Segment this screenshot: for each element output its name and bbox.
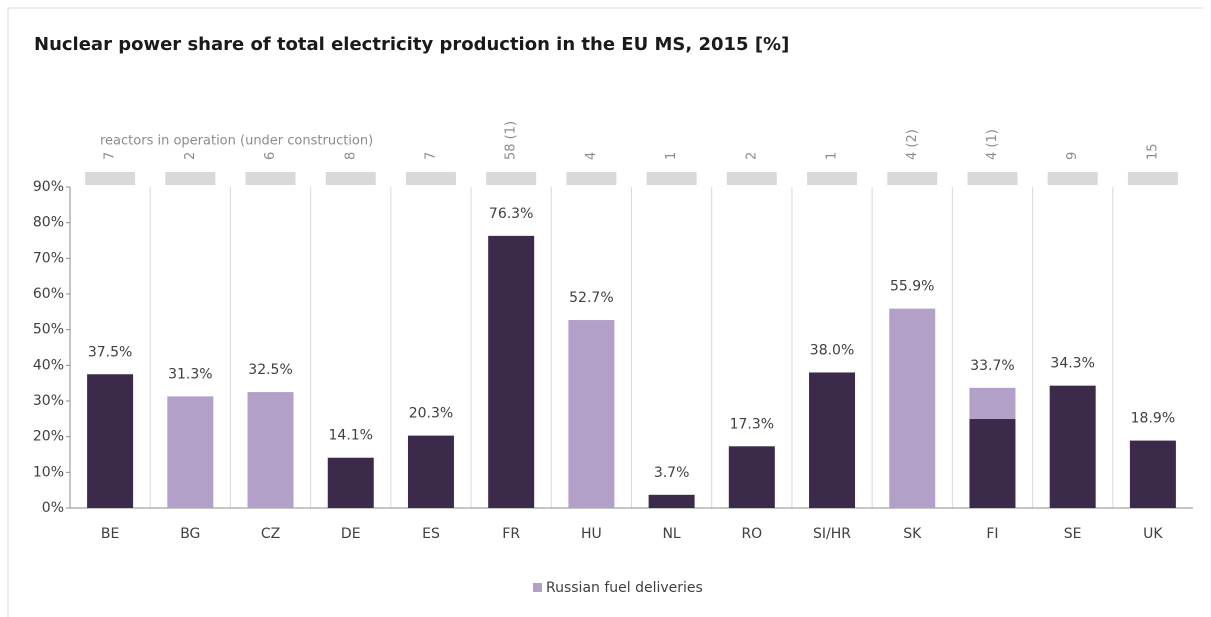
y-tick-label: 40%: [33, 357, 64, 373]
x-tick-label: BG: [180, 526, 200, 542]
legend-swatch: [533, 583, 542, 592]
reactor-count: 6: [263, 152, 278, 160]
reactor-block: [646, 172, 697, 185]
bar: [969, 387, 1016, 419]
reactor-count: 9: [1065, 152, 1080, 160]
y-tick-label: 10%: [33, 464, 64, 480]
data-label: 55.9%: [890, 279, 934, 295]
data-label: 33.7%: [970, 358, 1014, 374]
reactor-block: [1127, 172, 1178, 185]
bar: [488, 235, 535, 508]
reactor-count: 1: [664, 152, 679, 160]
y-tick-label: 90%: [33, 179, 64, 195]
bar: [568, 320, 615, 508]
reactor-block: [405, 172, 456, 185]
x-tick-label: RO: [741, 526, 762, 542]
reactor-count: 4 (1): [985, 129, 1000, 160]
x-tick-label: CZ: [261, 526, 280, 542]
x-tick-label: FI: [986, 526, 998, 542]
reactor-count: 1: [825, 152, 840, 160]
x-tick-label: UK: [1143, 526, 1163, 542]
y-tick-label: 20%: [33, 429, 64, 445]
reactor-count: 15: [1145, 143, 1160, 160]
data-label: 38.0%: [810, 342, 854, 358]
reactor-block: [1047, 172, 1098, 185]
reactor-count: 7: [423, 152, 438, 160]
bar: [809, 372, 856, 508]
bar: [247, 392, 294, 508]
bar: [648, 494, 695, 508]
reactor-block: [486, 172, 537, 185]
y-tick-label: 60%: [33, 286, 64, 302]
reactors-header: reactors in operation (under constructio…: [100, 134, 373, 149]
y-tick-label: 50%: [33, 322, 64, 338]
data-label: 52.7%: [569, 290, 613, 306]
data-label: 34.3%: [1050, 356, 1094, 372]
bar: [1049, 385, 1096, 508]
x-tick-label: SI/HR: [813, 526, 851, 542]
y-tick-label: 80%: [33, 215, 64, 231]
x-tick-label: DE: [341, 526, 361, 542]
data-label: 3.7%: [654, 465, 690, 481]
reactor-block: [566, 172, 617, 185]
x-tick-label: ES: [422, 526, 440, 542]
reactor-count: 4 (2): [905, 129, 920, 160]
reactor-block: [887, 172, 938, 185]
data-label: 31.3%: [168, 366, 212, 382]
bar: [167, 396, 214, 508]
data-label: 32.5%: [248, 362, 292, 378]
reactor-count: 7: [103, 152, 118, 160]
reactor-block: [807, 172, 858, 185]
y-tick-label: 70%: [33, 250, 64, 266]
bar: [728, 446, 775, 508]
reactor-block: [967, 172, 1018, 185]
legend-label: Russian fuel deliveries: [546, 580, 703, 596]
reactor-block: [726, 172, 777, 185]
bar: [889, 308, 936, 508]
reactor-block: [245, 172, 296, 185]
x-tick-label: SK: [903, 526, 922, 542]
reactor-count: 2: [744, 152, 759, 160]
x-tick-label: NL: [662, 526, 680, 542]
reactor-count: 58 (1): [504, 121, 519, 160]
bar: [327, 457, 374, 508]
bar: [407, 435, 454, 508]
x-tick-label: SE: [1064, 526, 1082, 542]
reactor-block: [85, 172, 136, 185]
reactor-count: 2: [183, 152, 198, 160]
bar: [87, 374, 134, 508]
data-label: 18.9%: [1131, 411, 1175, 427]
bar: [969, 418, 1016, 508]
reactor-block: [325, 172, 376, 185]
x-tick-label: BE: [101, 526, 119, 542]
x-tick-label: FR: [502, 526, 520, 542]
data-label: 17.3%: [730, 416, 774, 432]
y-tick-label: 0%: [42, 500, 64, 516]
data-label: 76.3%: [489, 206, 533, 222]
reactor-count: 8: [343, 152, 358, 160]
reactor-block: [165, 172, 216, 185]
data-label: 20.3%: [409, 406, 453, 422]
data-label: 37.5%: [88, 344, 132, 360]
reactor-count: 4: [584, 152, 599, 160]
chart-title: Nuclear power share of total electricity…: [34, 34, 789, 55]
bar: [1129, 440, 1176, 508]
y-tick-label: 30%: [33, 393, 64, 409]
x-tick-label: HU: [581, 526, 602, 542]
data-label: 14.1%: [329, 428, 373, 444]
